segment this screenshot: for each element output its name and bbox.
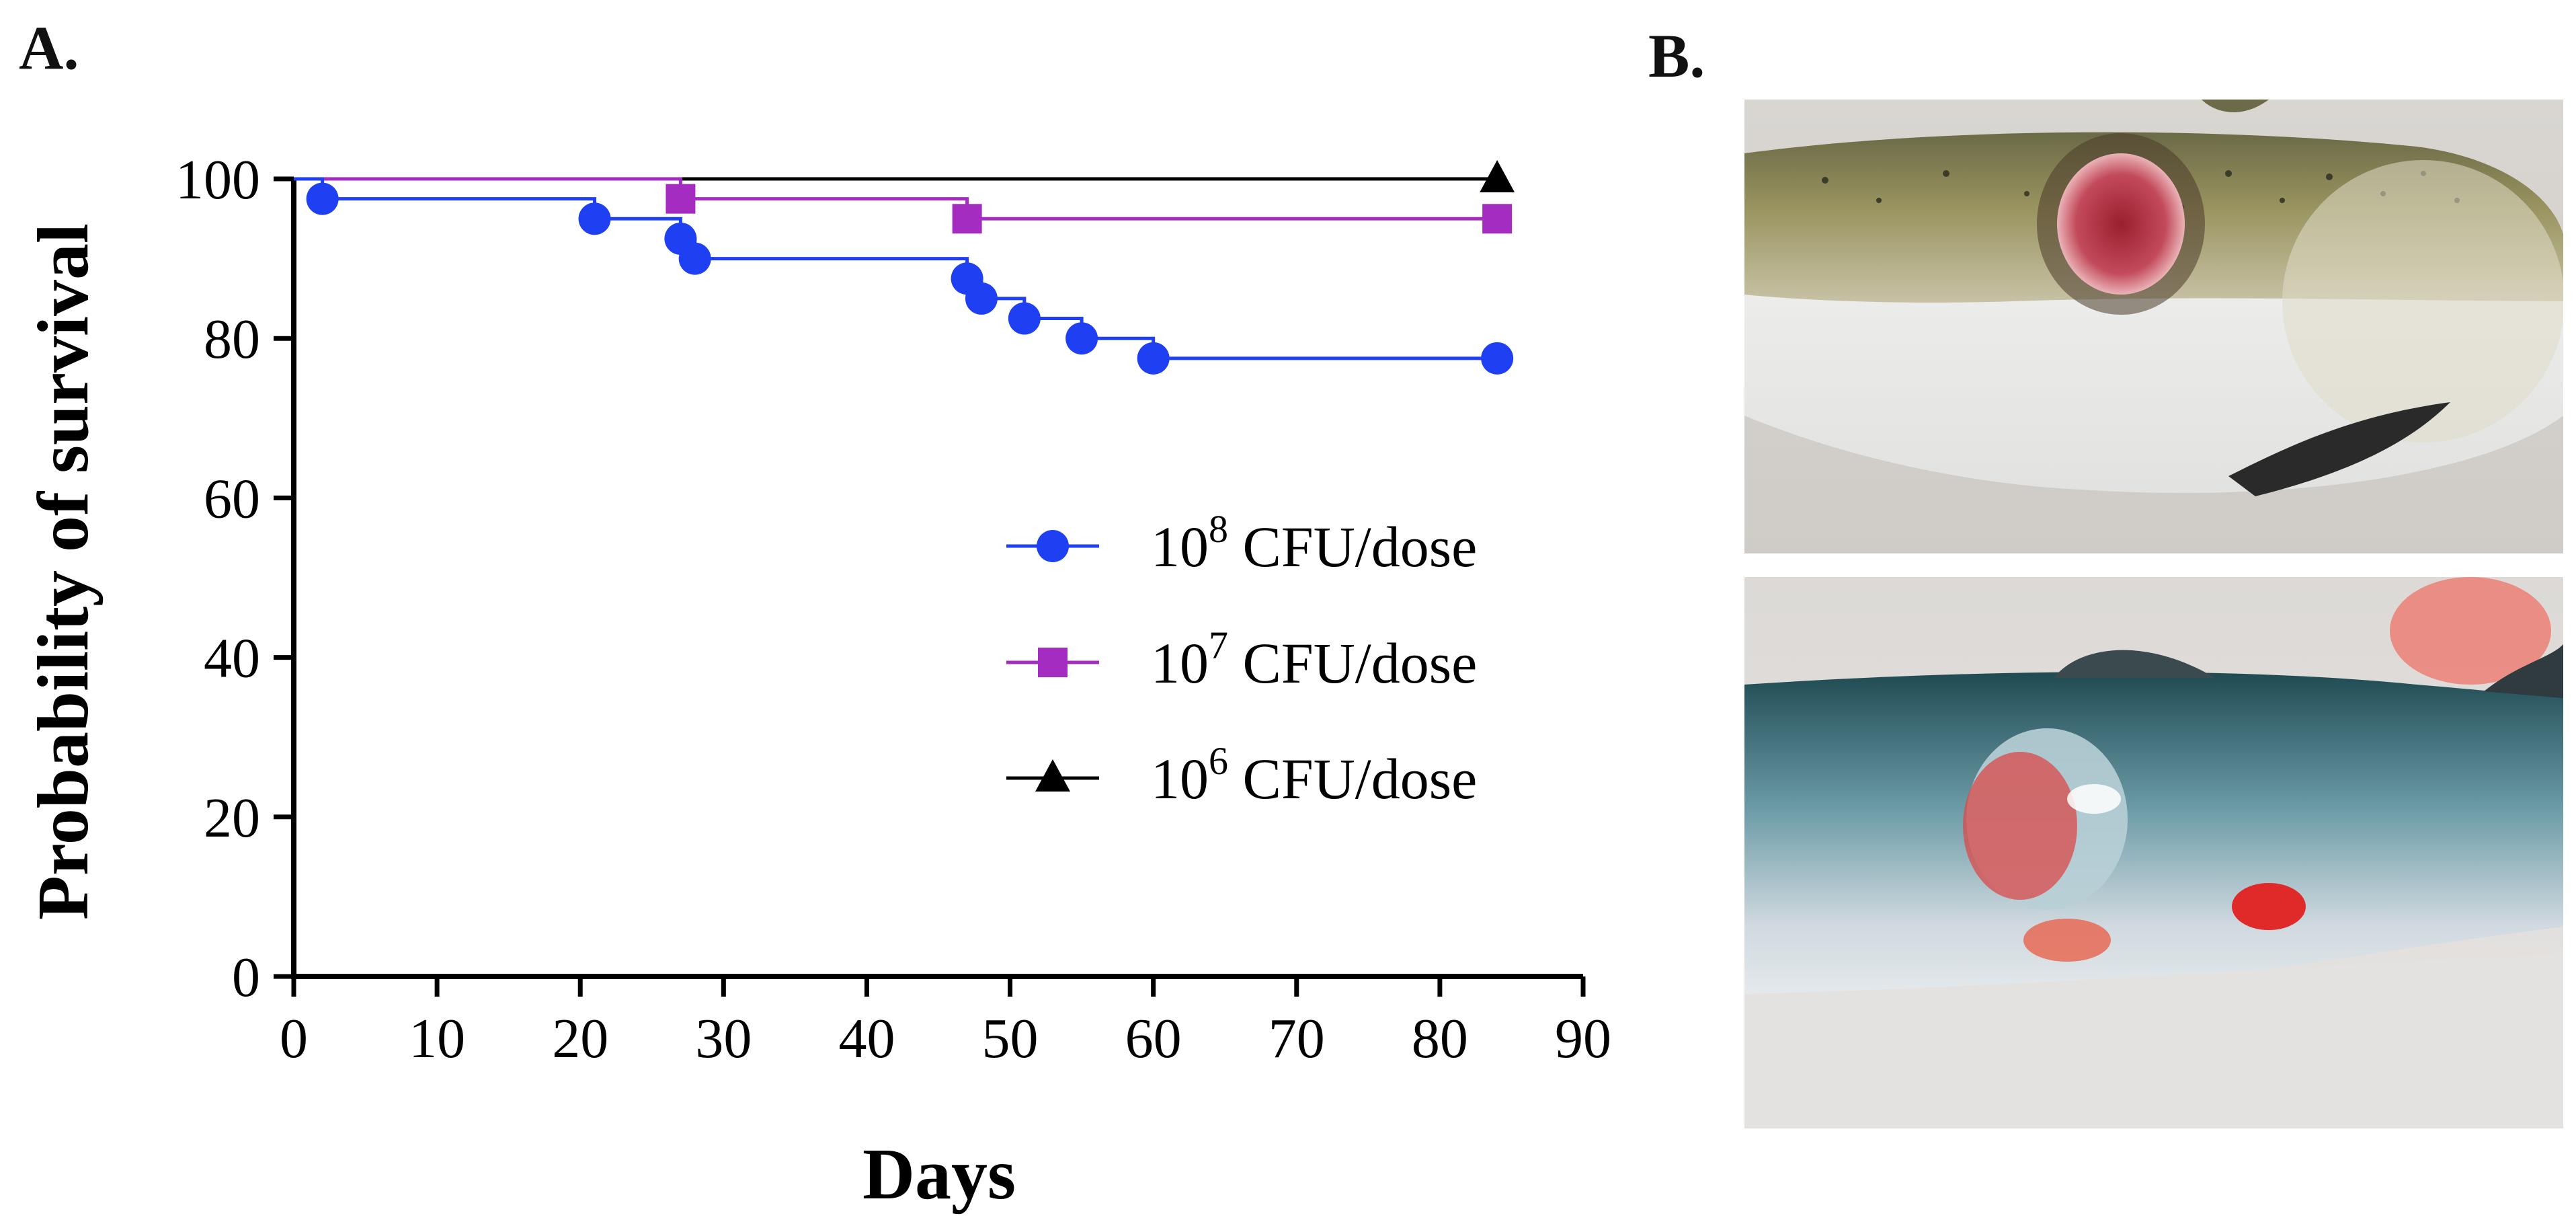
y-tick-label: 60 — [204, 467, 260, 530]
chart-series — [294, 160, 1515, 375]
photo-bottom — [1744, 577, 2563, 1128]
series-0-point — [1481, 342, 1514, 375]
x-tick-label: 30 — [695, 1007, 752, 1070]
series-0-point — [1065, 322, 1098, 355]
series-0-point — [1008, 302, 1041, 335]
legend-label-1: 107 CFU/dose — [1151, 623, 1477, 695]
series-0-point — [1137, 342, 1170, 375]
y-tick-label: 20 — [204, 787, 260, 849]
y-tick-label: 80 — [204, 308, 260, 371]
series-0-point — [678, 242, 711, 275]
legend-label-2: 106 CFU/dose — [1151, 739, 1477, 811]
series-0-point — [578, 202, 611, 235]
series-1-point — [1482, 204, 1513, 234]
y-tick-label: 40 — [204, 627, 260, 690]
legend-label-0: 108 CFU/dose — [1151, 507, 1477, 579]
legend-marker-1 — [1038, 648, 1068, 677]
x-tick-label: 90 — [1555, 1007, 1611, 1070]
chart-legend: 108 CFU/dose 107 CFU/dose 106 CFU/dose — [1006, 507, 1477, 811]
series-1-point — [952, 204, 982, 234]
x-tick-label: 80 — [1412, 1007, 1468, 1070]
photo-top — [1744, 100, 2563, 553]
x-tick-label: 0 — [280, 1007, 308, 1070]
x-tick-label: 10 — [409, 1007, 465, 1070]
x-axis-title: Days — [862, 1135, 1016, 1215]
x-tick-label: 60 — [1125, 1007, 1182, 1070]
x-tick-label: 50 — [982, 1007, 1039, 1070]
x-tick-label: 70 — [1269, 1007, 1325, 1070]
series-0-point — [306, 182, 339, 215]
legend-marker-0 — [1037, 530, 1069, 562]
panel-a-label: A. — [19, 13, 79, 82]
series-2-point — [1480, 160, 1515, 192]
y-tick-label: 0 — [232, 946, 260, 1009]
x-tick-label: 20 — [552, 1007, 608, 1070]
survival-chart: 0 10 20 30 40 50 60 70 80 90 0 20 40 60 80 100 108 CFU/… — [24, 149, 1611, 1215]
chart-axes: 0 10 20 30 40 50 60 70 80 90 0 20 40 60 80 100 — [175, 149, 1611, 1070]
series-0-point — [965, 282, 998, 315]
panel-b-label: B. — [1648, 22, 1705, 90]
y-axis-title: Probability of survival — [24, 223, 104, 920]
fish-ulcer-photo-icon — [1744, 100, 2563, 553]
y-tick-label: 100 — [175, 149, 260, 211]
legend-marker-2 — [1035, 759, 1070, 792]
series-0-line — [294, 177, 1498, 360]
fish-lesion-photo-icon — [1744, 577, 2563, 1128]
series-1-point — [666, 184, 696, 214]
x-tick-label: 40 — [838, 1007, 895, 1070]
series-1-line — [294, 177, 1498, 221]
